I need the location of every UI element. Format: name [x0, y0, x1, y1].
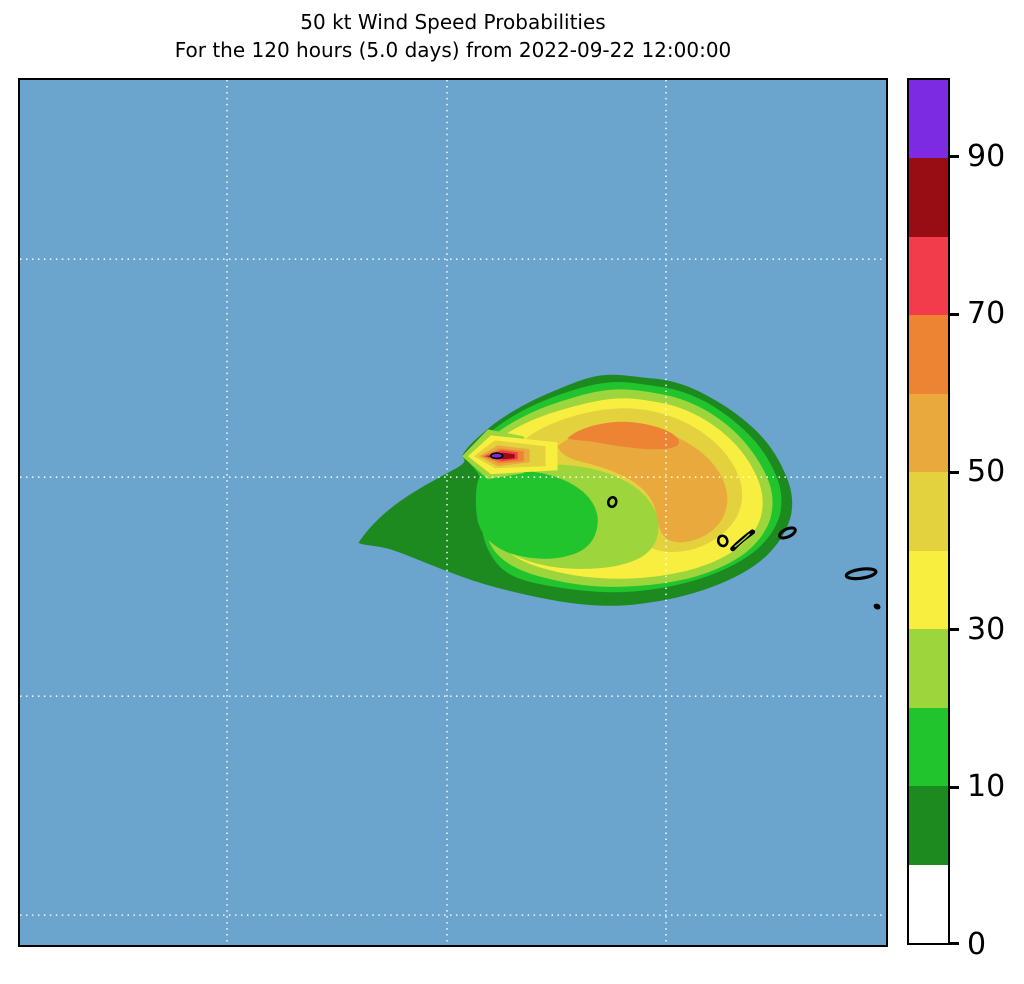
colorbar-tick-label-30: 30	[967, 611, 1006, 647]
colorbar-segment-30-40	[909, 550, 948, 630]
island-crescent-icon	[844, 567, 878, 581]
map-panel	[18, 78, 888, 947]
colorbar	[907, 78, 950, 945]
island-oval-icon	[778, 526, 797, 540]
contour-60-70-percent	[567, 421, 679, 450]
colorbar-ticks: 0 10 30 50 70 90	[950, 78, 1024, 961]
contour-50-60-percent	[557, 426, 728, 543]
title-line-1: 50 kt Wind Speed Probabilities	[300, 10, 606, 34]
colorbar-segment-70-80	[909, 236, 948, 316]
colorbar-segment-20-30	[909, 629, 948, 708]
colorbar-tickmark-50	[950, 470, 959, 474]
colorbar-tickmark-70	[950, 312, 959, 316]
probability-map	[20, 80, 886, 945]
island-coastlines	[606, 496, 881, 610]
title-line-2: For the 120 hours (5.0 days) from 2022-0…	[174, 38, 732, 62]
colorbar-tickmark-30	[950, 628, 959, 632]
figure-title: 50 kt Wind Speed Probabilities For the 1…	[18, 8, 888, 64]
colorbar-segments	[909, 80, 948, 943]
colorbar-segment-90-100	[909, 80, 948, 159]
island-dot-icon	[873, 603, 881, 610]
eye-low-probability-10-20	[475, 470, 598, 559]
colorbar-segment-60-70	[909, 315, 948, 394]
peak-probability-core	[461, 429, 558, 480]
colorbar-segment-5-10	[909, 786, 948, 865]
colorbar-tick-label-70: 70	[967, 296, 1006, 332]
colorbar-segment-0-5	[909, 864, 948, 943]
island-slash-core-icon	[734, 533, 751, 548]
colorbar-tickmark-90	[950, 155, 959, 159]
colorbar-tickmark-10	[950, 785, 959, 789]
colorbar-segment-80-90	[909, 158, 948, 237]
gridlines	[20, 80, 886, 945]
colorbar-tick-label-50: 50	[967, 454, 1006, 490]
colorbar-segment-40-50	[909, 472, 948, 551]
peak-core-90-100	[490, 452, 504, 460]
colorbar-segment-10-20	[909, 707, 948, 787]
colorbar-tick-label-10: 10	[967, 769, 1006, 805]
island-ring-a-icon	[716, 534, 729, 548]
colorbar-tickmark-0	[950, 942, 959, 945]
contour-field	[358, 374, 793, 606]
colorbar-tick-label-90: 90	[967, 138, 1006, 174]
colorbar-segment-50-60	[909, 393, 948, 473]
colorbar-tick-label-0: 0	[967, 927, 987, 962]
island-ring-center-icon	[606, 496, 618, 509]
